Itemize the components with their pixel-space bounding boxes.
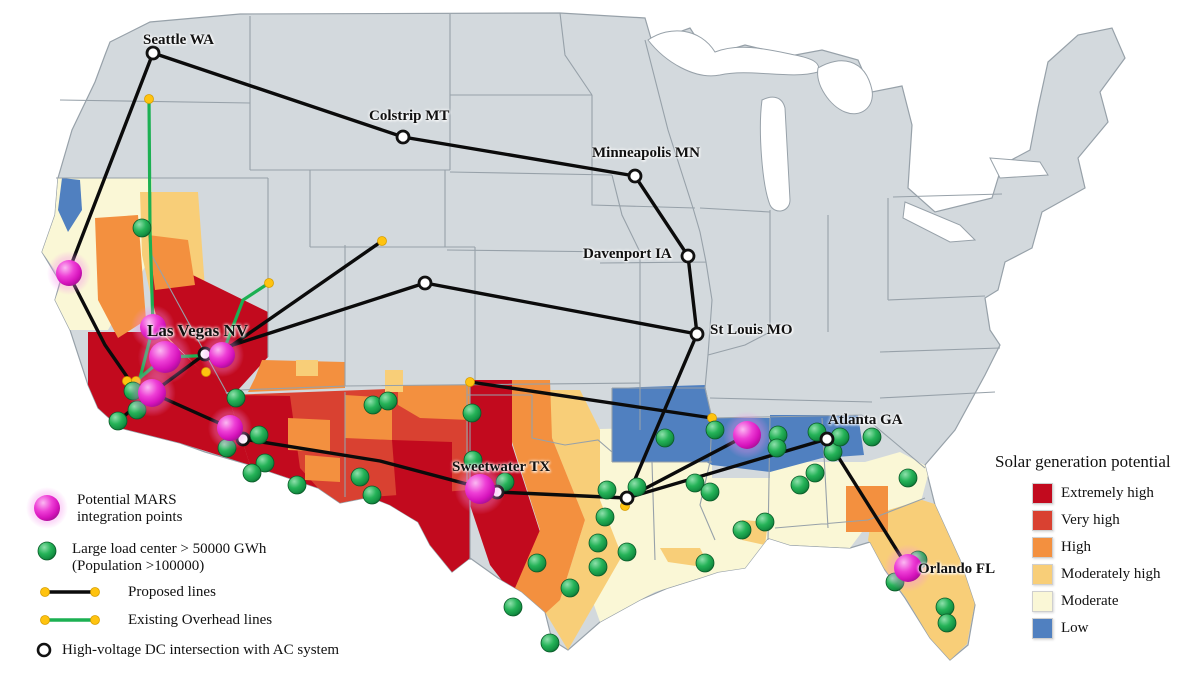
load-center-marker <box>287 475 307 495</box>
lake-superior <box>647 30 820 77</box>
proposed-line <box>66 52 155 274</box>
solar-legend-label: Moderate <box>1061 592 1119 609</box>
mars-integration-point <box>733 421 761 449</box>
solar-legend-label: Very high <box>1061 511 1120 528</box>
solar-legend-item: Moderately high <box>1032 563 1161 585</box>
load-center-marker <box>862 427 882 447</box>
solar-legend-swatch <box>1032 590 1053 612</box>
mars-integration-point <box>217 415 243 441</box>
load-center-marker <box>597 480 617 500</box>
load-center-marker <box>540 633 560 653</box>
solar-legend-title: Solar generation potential <box>995 452 1171 471</box>
load-center-marker <box>588 533 608 553</box>
city-label: Las Vegas NV <box>147 321 249 340</box>
load-center-marker <box>617 542 637 562</box>
hvdc-intersection-node <box>819 431 835 447</box>
line-endpoint-dot <box>465 377 475 387</box>
hvdc-intersection-node <box>417 275 433 291</box>
solar-legend-swatch <box>1032 617 1053 639</box>
load-center-marker <box>132 218 152 238</box>
solar-legend-item: Extremely high <box>1032 482 1161 504</box>
load-center-marker <box>588 557 608 577</box>
load-center-marker <box>935 597 955 617</box>
load-center-marker <box>700 482 720 502</box>
city-label: Orlando FL <box>918 561 996 577</box>
solar-legend-label: Extremely high <box>1061 484 1154 501</box>
solar-legend-item: Very high <box>1032 509 1161 531</box>
solar-legend-swatch <box>1032 563 1053 585</box>
proposed-line <box>626 437 828 500</box>
mars-integration-point <box>149 341 181 373</box>
load-center-marker <box>462 403 482 423</box>
city-label: Sweetwater TX <box>452 459 551 475</box>
load-center-marker <box>362 485 382 505</box>
city-label: Davenport IA <box>583 246 672 262</box>
proposed-line <box>825 438 910 569</box>
hvdc-intersection-node <box>627 168 643 184</box>
load-center-marker <box>755 512 775 532</box>
solar-legend-label: Moderately high <box>1061 565 1161 582</box>
load-center-marker <box>627 477 647 497</box>
load-center-marker <box>595 507 615 527</box>
solar-legend-label: High <box>1061 538 1091 555</box>
load-center-marker <box>350 467 370 487</box>
load-center-marker <box>685 473 705 493</box>
hvdc-intersection-node <box>689 326 705 342</box>
solar-legend-item: High <box>1032 536 1161 558</box>
load-center-marker <box>226 388 246 408</box>
hvdc-intersection-node <box>395 129 411 145</box>
load-center-marker <box>790 475 810 495</box>
load-center-marker <box>108 411 128 431</box>
city-label: Atlanta GA <box>828 412 903 428</box>
mars-integration-point <box>56 260 82 286</box>
load-center-marker <box>655 428 675 448</box>
lake-michigan <box>759 96 791 212</box>
load-center-marker <box>705 420 725 440</box>
solar-legend-item: Low <box>1032 617 1161 639</box>
solar-legend-swatch <box>1032 482 1053 504</box>
city-label: Minneapolis MN <box>592 145 700 161</box>
lake-erie <box>902 201 977 243</box>
load-center-marker <box>937 613 957 633</box>
lake-ontario <box>989 157 1049 179</box>
load-center-marker <box>249 425 269 445</box>
mars-integration-point <box>894 554 922 582</box>
mars-integration-point <box>465 474 495 504</box>
load-center-marker <box>255 453 275 473</box>
line-endpoint-dot <box>144 94 154 104</box>
mars-integration-point <box>209 342 235 368</box>
hvdc-intersection-node <box>619 490 635 506</box>
solar-legend: Extremely high Very high High Moderately hi… <box>1032 482 1161 645</box>
hvdc-intersection-node <box>680 248 696 264</box>
line-endpoint-dot <box>377 236 387 246</box>
proposed-line <box>469 380 713 420</box>
load-center-marker <box>805 463 825 483</box>
load-center-marker <box>560 578 580 598</box>
load-center-marker <box>378 391 398 411</box>
solar-legend-item: Moderate <box>1032 590 1161 612</box>
load-center-marker <box>732 520 752 540</box>
transmission-network <box>46 45 957 653</box>
proposed-line <box>625 333 699 499</box>
proposed-line <box>227 239 383 350</box>
hvdc-intersection-node <box>145 45 161 61</box>
line-endpoint-dot <box>264 278 274 288</box>
solar-legend-swatch <box>1032 509 1053 531</box>
great-lakes <box>647 30 1049 243</box>
city-label: Seattle WA <box>143 32 214 48</box>
load-center-marker <box>527 553 547 573</box>
load-center-marker <box>503 597 523 617</box>
load-center-marker <box>695 553 715 573</box>
city-label: Colstrip MT <box>369 108 450 124</box>
solar-legend-swatch <box>1032 536 1053 558</box>
mars-integration-point <box>138 379 166 407</box>
load-center-marker <box>898 468 918 488</box>
load-center-marker <box>242 463 262 483</box>
city-label: St Louis MO <box>710 322 793 338</box>
lake-huron <box>817 60 873 115</box>
solar-legend-label: Low <box>1061 619 1089 636</box>
load-center-marker <box>767 438 787 458</box>
